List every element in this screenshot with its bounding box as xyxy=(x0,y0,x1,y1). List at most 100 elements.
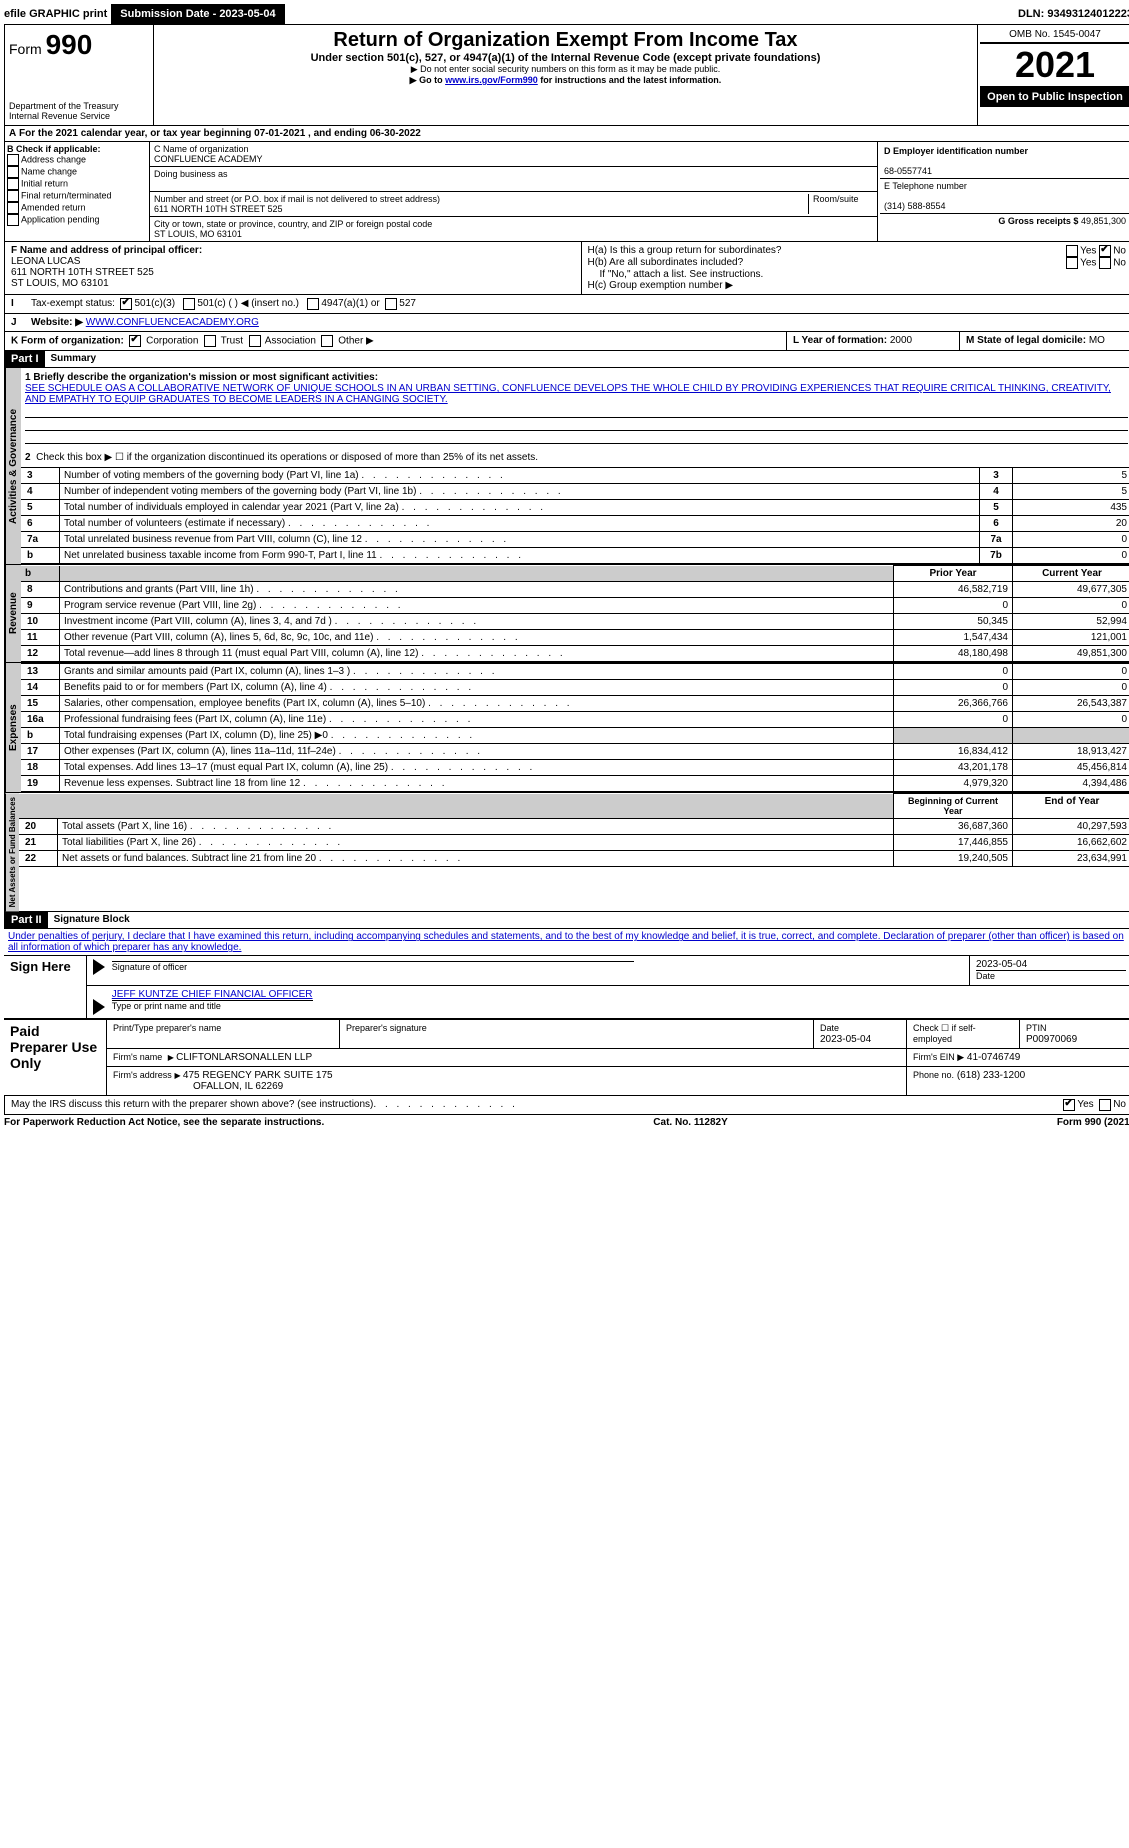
revenue-table: b Prior Year Current Year 8 Contribution… xyxy=(21,565,1129,662)
checkbox-initial-return[interactable] xyxy=(7,178,19,190)
officer-name: LEONA LUCAS xyxy=(11,256,80,267)
irs-link[interactable]: www.irs.gov/Form990 xyxy=(445,75,538,85)
part1-header-row: Part I Summary xyxy=(4,351,1129,368)
hc-lbl: H(c) Group exemption number ▶ xyxy=(588,280,1127,291)
sig-arrow-icon xyxy=(93,959,105,975)
discuss-yes[interactable] xyxy=(1063,1099,1075,1111)
g-lbl: G Gross receipts $ xyxy=(998,216,1078,226)
checkbox-name-change[interactable] xyxy=(7,166,19,178)
open-public-badge: Open to Public Inspection xyxy=(980,87,1129,107)
d-lbl: D Employer identification number xyxy=(884,146,1028,156)
paid-prep-lbl: Paid Preparer Use Only xyxy=(4,1019,107,1095)
part1-hdr: Part I xyxy=(5,351,45,367)
prep-selfemp-hdr: Check ☐ if self-employed xyxy=(913,1023,976,1044)
discuss-no[interactable] xyxy=(1099,1099,1111,1111)
k-other[interactable] xyxy=(321,335,333,347)
section-deg: D Employer identification number 68-0557… xyxy=(878,142,1129,241)
firm-addr1: 475 REGENCY PARK SUITE 175 xyxy=(183,1070,333,1081)
firm-name: CLIFTONLARSONALLEN LLP xyxy=(176,1052,312,1063)
ha-lbl: H(a) Is this a group return for subordin… xyxy=(588,245,782,257)
form-header: Form 990 Department of the Treasury Inte… xyxy=(4,24,1129,126)
part2-title: Signature Block xyxy=(48,912,136,928)
i-lbl: Tax-exempt status: xyxy=(31,298,115,310)
checkbox-amended[interactable] xyxy=(7,202,19,214)
hb-lbl: H(b) Are all subordinates included? xyxy=(588,257,744,269)
table-row: 15 Salaries, other compensation, employe… xyxy=(21,696,1129,712)
irs-label: Internal Revenue Service xyxy=(9,111,149,121)
hdr-curr: Current Year xyxy=(1013,566,1129,582)
table-row: 10 Investment income (Part VIII, column … xyxy=(21,614,1129,630)
revenue-block: Revenue b Prior Year Current Year 8 Cont… xyxy=(4,565,1129,663)
goto-post: for instructions and the latest informat… xyxy=(538,75,722,85)
form-number: Form 990 xyxy=(9,29,149,61)
hdr-end: End of Year xyxy=(1013,794,1129,819)
firm-lbl: Firm's name xyxy=(113,1052,162,1062)
j-row: JWebsite: ▶ WWW.CONFLUENCEACADEMY.ORG xyxy=(4,314,1129,332)
hb-no[interactable] xyxy=(1099,257,1111,269)
footer-right: Form 990 (2021) xyxy=(1057,1117,1129,1128)
i-501c[interactable] xyxy=(183,298,195,310)
expenses-block: Expenses 13 Grants and similar amounts p… xyxy=(4,663,1129,793)
gov-table: 3 Number of voting members of the govern… xyxy=(21,467,1129,564)
i-4947[interactable] xyxy=(307,298,319,310)
netassets-block: Net Assets or Fund Balances Beginning of… xyxy=(4,793,1129,912)
table-row: 17 Other expenses (Part IX, column (A), … xyxy=(21,744,1129,760)
part1-body: Activities & Governance 1 Briefly descri… xyxy=(4,368,1129,565)
checkbox-address-change[interactable] xyxy=(7,154,19,166)
efile-label: efile GRAPHIC print xyxy=(4,8,107,20)
submission-date-button[interactable]: Submission Date - 2023-05-04 xyxy=(111,4,284,24)
i-501c3[interactable] xyxy=(120,298,132,310)
l1-txt[interactable]: SEE SCHEDULE OAS A COLLABORATIVE NETWORK… xyxy=(25,383,1111,405)
table-row: 21 Total liabilities (Part X, line 26) 1… xyxy=(19,835,1129,851)
table-row: b Total fundraising expenses (Part IX, c… xyxy=(21,728,1129,744)
website-link[interactable]: WWW.CONFLUENCEACADEMY.ORG xyxy=(86,317,259,328)
checkbox-final-return[interactable] xyxy=(7,190,19,202)
name-title-lbl: Type or print name and title xyxy=(112,1001,221,1011)
ha-yes[interactable] xyxy=(1066,245,1078,257)
table-row: 3 Number of voting members of the govern… xyxy=(21,468,1129,484)
k-lbl: K Form of organization: xyxy=(11,336,124,347)
table-row: 9 Program service revenue (Part VIII, li… xyxy=(21,598,1129,614)
l1-lbl: 1 Briefly describe the organization's mi… xyxy=(25,372,378,383)
b-amended: Amended return xyxy=(21,202,86,212)
firm-addr-lbl: Firm's address xyxy=(113,1070,172,1080)
decl-text[interactable]: Under penalties of perjury, I declare th… xyxy=(8,931,1124,953)
m-lbl: M State of legal domicile: xyxy=(966,335,1086,346)
firm-phone: (618) 233-1200 xyxy=(957,1070,1025,1081)
netassets-table: Beginning of Current Year End of Year 20… xyxy=(19,793,1129,867)
i-row: ITax-exempt status: 501(c)(3) 501(c) ( )… xyxy=(4,295,1129,314)
c-dba-lbl: Doing business as xyxy=(154,169,228,179)
m-val: MO xyxy=(1089,335,1105,346)
preparer-table: Paid Preparer Use Only Print/Type prepar… xyxy=(4,1019,1129,1096)
part2-header-row: Part II Signature Block xyxy=(4,912,1129,929)
prep-date-hdr: Date xyxy=(820,1023,839,1033)
part2-decl: Under penalties of perjury, I declare th… xyxy=(4,929,1129,955)
form-prefix: Form xyxy=(9,41,42,57)
checkbox-application-pending[interactable] xyxy=(7,214,19,226)
part1-title: Summary xyxy=(45,351,103,367)
sig-officer-lbl: Signature of officer xyxy=(112,962,187,972)
table-row: 14 Benefits paid to or for members (Part… xyxy=(21,680,1129,696)
hb-yes[interactable] xyxy=(1066,257,1078,269)
table-row: 8 Contributions and grants (Part VIII, l… xyxy=(21,582,1129,598)
line2: 2 Check this box ▶ ☐ if the organization… xyxy=(21,448,1129,467)
table-row: 16a Professional fundraising fees (Part … xyxy=(21,712,1129,728)
dln-label: DLN: 93493124012223 xyxy=(1018,8,1129,20)
c-room-lbl: Room/suite xyxy=(813,194,859,204)
i-527[interactable] xyxy=(385,298,397,310)
goto-pre: ▶ Go to xyxy=(410,75,445,85)
dept-label: Department of the Treasury xyxy=(9,101,149,111)
gross-receipts: 49,851,300 xyxy=(1081,216,1126,226)
l-cell: L Year of formation: 2000 xyxy=(787,332,960,350)
footer-mid: Cat. No. 11282Y xyxy=(653,1117,727,1128)
k-corp[interactable] xyxy=(129,335,141,347)
l-lbl: L Year of formation: xyxy=(793,335,887,346)
phone-value: (314) 588-8554 xyxy=(884,201,946,211)
info-block: B Check if applicable: Address change Na… xyxy=(4,142,1129,242)
line-a-text: For the 2021 calendar year, or tax year … xyxy=(19,128,421,139)
ha-no[interactable] xyxy=(1099,245,1111,257)
k-assoc[interactable] xyxy=(249,335,261,347)
ein-value: 68-0557741 xyxy=(884,166,932,176)
b-initial: Initial return xyxy=(21,178,68,188)
k-trust[interactable] xyxy=(204,335,216,347)
